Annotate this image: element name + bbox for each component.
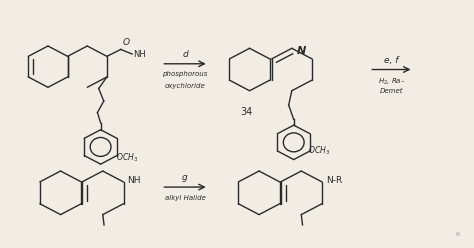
Text: phosphorous: phosphorous (162, 71, 208, 77)
Text: oxychloride: oxychloride (164, 83, 205, 89)
Text: O: O (123, 38, 130, 47)
Text: H$_2$, Ra–: H$_2$, Ra– (378, 77, 405, 87)
Text: Demet: Demet (380, 89, 403, 94)
Text: alkyl Halide: alkyl Halide (164, 194, 205, 201)
Text: OCH$_3$: OCH$_3$ (116, 151, 138, 163)
Text: OCH$_3$: OCH$_3$ (308, 145, 330, 157)
Text: NH: NH (128, 176, 141, 185)
Text: e, f: e, f (384, 56, 399, 65)
Text: 34: 34 (240, 107, 253, 117)
Text: N-R: N-R (326, 176, 342, 185)
Text: NH: NH (133, 50, 146, 59)
Text: N: N (297, 46, 306, 56)
Text: d: d (182, 50, 188, 59)
Text: «: « (455, 229, 461, 239)
Text: g: g (182, 174, 188, 183)
